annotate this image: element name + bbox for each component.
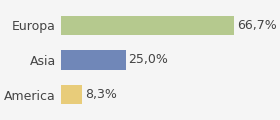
Text: 25,0%: 25,0% bbox=[128, 54, 168, 66]
Bar bbox=[61, 15, 234, 35]
Text: 66,7%: 66,7% bbox=[237, 19, 277, 32]
Bar bbox=[61, 50, 126, 70]
Text: 8,3%: 8,3% bbox=[85, 88, 117, 101]
Bar bbox=[61, 85, 82, 105]
